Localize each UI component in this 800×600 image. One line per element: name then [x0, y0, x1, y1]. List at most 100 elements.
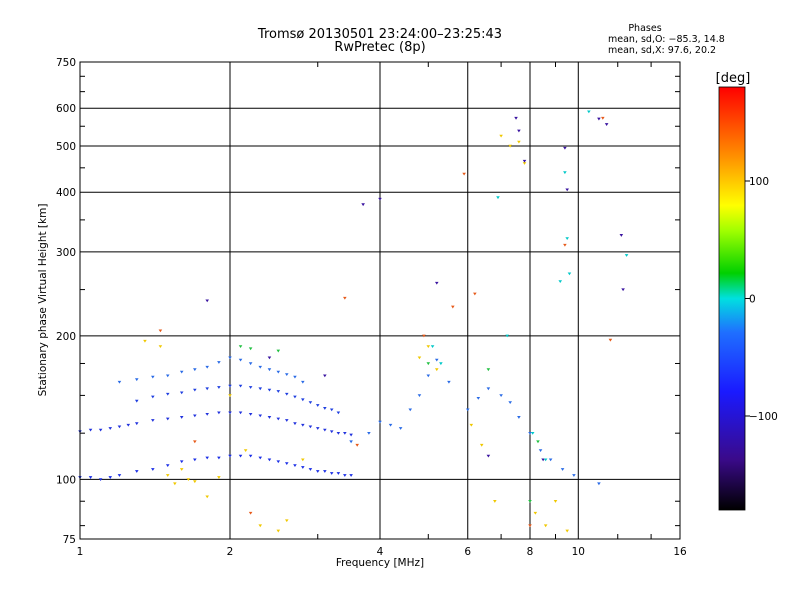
data-point: [301, 423, 305, 427]
data-point: [315, 404, 320, 407]
data-point: [563, 171, 567, 175]
data-point: [522, 162, 527, 165]
x-axis-label: Frequency [MHz]: [336, 557, 424, 569]
data-point: [193, 368, 197, 372]
data-point: [536, 440, 540, 444]
data-point: [430, 345, 435, 349]
data-point: [398, 427, 403, 430]
x-tick-label: 4: [377, 546, 384, 558]
data-point: [499, 394, 503, 398]
data-point: [323, 470, 327, 473]
data-point: [301, 466, 305, 469]
data-point: [158, 345, 163, 349]
data-point: [267, 356, 272, 360]
data-point: [528, 524, 532, 528]
data-point: [126, 423, 131, 427]
data-point: [473, 292, 477, 296]
data-point: [186, 478, 191, 482]
data-point: [134, 378, 139, 382]
data-point: [228, 394, 232, 398]
data-point: [293, 375, 297, 379]
data-point: [323, 374, 327, 378]
stats-heading: Phases: [628, 23, 661, 34]
data-point: [462, 172, 466, 176]
data-point: [248, 454, 253, 458]
data-point: [165, 474, 170, 477]
colorbar-tick-label: 100: [749, 176, 769, 188]
data-point: [276, 370, 281, 374]
data-point: [248, 347, 253, 351]
data-point: [243, 449, 248, 453]
data-point: [451, 305, 455, 309]
data-point: [179, 370, 184, 374]
data-point: [108, 427, 113, 430]
data-point: [514, 116, 518, 120]
x-tick-label: 6: [464, 546, 471, 558]
data-point: [336, 472, 341, 475]
data-point: [434, 358, 439, 362]
x-tick-label: 8: [527, 546, 534, 558]
data-point: [258, 456, 263, 460]
data-point: [349, 433, 353, 437]
data-point: [151, 419, 155, 422]
data-point: [538, 449, 543, 453]
data-point: [217, 456, 221, 460]
data-point: [117, 425, 122, 429]
data-point: [284, 419, 289, 422]
data-point: [193, 440, 197, 444]
data-point: [248, 412, 253, 416]
data-point: [543, 458, 548, 462]
data-point: [528, 500, 532, 503]
data-point: [205, 387, 209, 391]
data-point: [308, 425, 313, 429]
data-point: [258, 387, 263, 391]
data-point: [565, 188, 569, 192]
data-point: [315, 427, 320, 430]
data-point: [88, 428, 93, 432]
data-point: [205, 365, 209, 369]
data-point: [284, 462, 289, 466]
data-point: [434, 368, 439, 372]
data-point: [276, 349, 281, 353]
colorbar-tick-label: −100: [749, 411, 778, 423]
data-point: [205, 456, 209, 460]
data-point: [560, 468, 565, 471]
data-point: [248, 511, 253, 515]
data-point: [228, 454, 232, 458]
y-tick-label: 500: [56, 141, 76, 153]
y-tick-label: 600: [56, 103, 76, 115]
colorbar-label: [deg]: [716, 71, 751, 86]
data-point: [378, 420, 382, 424]
data-point: [434, 281, 439, 285]
y-axis-label: Stationary phase Virtual Height [km]: [37, 204, 49, 397]
data-point: [486, 387, 491, 391]
data-point: [426, 362, 431, 366]
data-point: [238, 411, 243, 415]
data-point: [505, 334, 509, 338]
data-point: [563, 146, 567, 150]
data-point: [343, 296, 347, 300]
data-point: [469, 423, 474, 427]
data-point: [258, 524, 263, 528]
data-point: [604, 123, 609, 126]
data-point: [276, 460, 281, 464]
data-point: [276, 390, 281, 393]
data-point: [565, 529, 569, 533]
data-point: [217, 476, 221, 479]
data-point: [621, 288, 625, 292]
data-point: [572, 474, 576, 477]
data-point: [238, 345, 243, 349]
data-point: [315, 470, 320, 473]
data-point: [426, 374, 431, 378]
data-point: [193, 480, 197, 484]
data-point: [267, 388, 272, 392]
data-point: [165, 417, 170, 421]
data-point: [597, 117, 601, 121]
data-point: [293, 464, 297, 467]
grid-lines: [80, 62, 680, 539]
data-point: [179, 468, 184, 471]
data-point: [567, 272, 572, 276]
data-point: [134, 399, 139, 403]
y-tick-label: 100: [56, 474, 76, 486]
